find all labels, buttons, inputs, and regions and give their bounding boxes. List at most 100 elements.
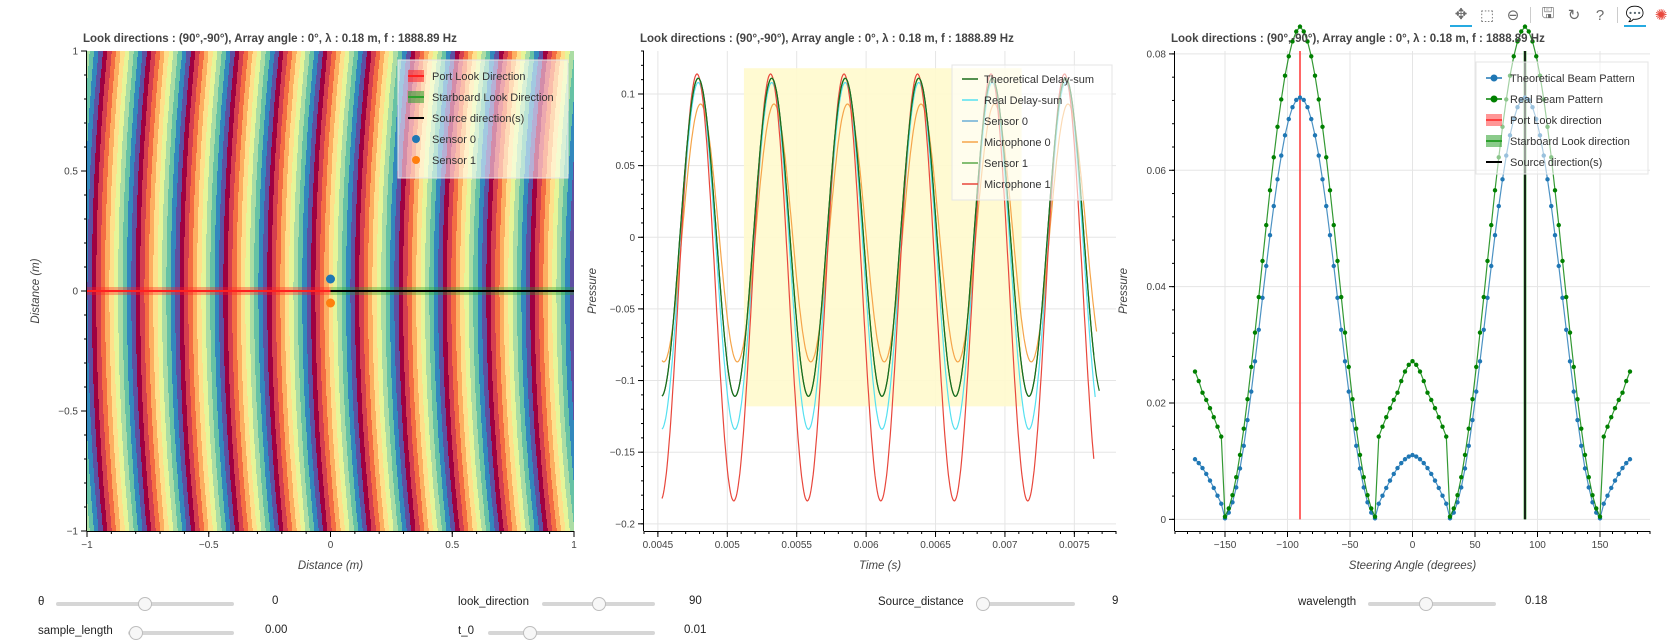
heatmap-cell [121,165,126,168]
heatmap-cell [337,147,342,150]
heatmap-cell [290,135,294,138]
heatmap-cell [191,165,196,168]
heatmap-cell [314,180,318,183]
heatmap-cell [122,156,126,159]
heatmap-cell [251,129,255,132]
heatmap-cell [162,138,167,141]
heatmap-cell [215,132,220,135]
heatmap-cell [153,87,157,90]
heatmap-cell [305,183,309,186]
heatmap-cell [200,174,204,177]
heatmap-cell [197,141,201,144]
heatmap-cell [352,69,356,72]
heatmap-cell [354,99,358,102]
heatmap-cell [149,144,153,147]
heatmap-cell [87,144,92,147]
heatmap-cell [283,183,287,186]
heatmap-cell [375,105,380,108]
heatmap-cell [188,138,193,141]
heatmap-cell [178,171,182,174]
heatmap-cell [196,96,200,99]
heatmap-cell [221,183,226,186]
heatmap-cell [222,162,227,165]
heatmap-cell [315,87,320,90]
heatmap-cell [107,114,111,117]
heatmap-cell [147,168,152,171]
heatmap-cell [567,129,571,132]
heatmap-cell [110,129,114,132]
heatmap-cell [108,171,112,174]
heatmap-cell [316,81,320,84]
heatmap-cell [288,96,293,99]
heatmap-cell [149,81,153,84]
heatmap-cell [207,72,211,75]
heatmap-cell [186,54,191,57]
heatmap-cell [131,150,135,153]
heatmap-cell [213,96,218,99]
heatmap-cell [148,150,153,153]
heatmap-cell [218,90,223,93]
heatmap-cell [209,171,213,174]
heatmap-cell [311,87,315,90]
heatmap-cell [258,150,262,153]
heatmap-cell [392,183,397,186]
heatmap-cell [235,180,239,183]
heatmap-cell [185,126,189,129]
heatmap-cell [297,153,302,156]
heatmap-cell [285,75,290,78]
heatmap-cell [165,162,170,165]
heatmap-cell [129,105,134,108]
heatmap-cell [292,57,296,60]
heatmap-cell [276,84,280,87]
heatmap-cell [330,66,335,69]
heatmap-cell [239,177,243,180]
heatmap-cell [206,78,210,81]
heatmap-cell [543,54,547,57]
heatmap-cell [326,120,330,123]
heatmap-cell [150,117,155,120]
heatmap-cell [293,153,297,156]
heatmap-cell [388,174,393,177]
heatmap-cell [388,66,392,69]
heatmap-cell [233,132,237,135]
heatmap-cell [119,69,123,72]
heatmap-cell [359,153,363,156]
heatmap-cell [367,171,371,174]
heatmap-cell [388,60,393,63]
heatmap-cell [116,111,120,114]
heatmap-cell [187,162,192,165]
heatmap-cell [177,54,182,57]
heatmap-cell [301,174,305,177]
heatmap-cell [130,99,134,102]
heatmap-cell [406,54,411,57]
heatmap-cell [143,99,147,102]
heatmap-cell [376,165,380,168]
heatmap-cell [257,51,261,54]
heatmap-cell [307,144,311,147]
heatmap-cell [289,138,294,141]
heatmap-cell [317,69,321,72]
heatmap-cell [210,138,215,141]
heatmap-cell [114,138,118,141]
heatmap-cell [287,108,292,111]
heatmap-cell [294,138,298,141]
heatmap-cell [389,102,393,105]
heatmap-cell [87,51,90,54]
heatmap-cell [512,54,517,57]
heatmap-cell [160,102,165,105]
heatmap-cell [393,165,398,168]
heatmap-cell [359,93,363,96]
heatmap-cell [253,90,258,93]
heatmap-cell [283,180,287,183]
heatmap-cell [87,114,89,117]
heatmap-cell [158,138,162,141]
heatmap-cell [285,84,289,87]
heatmap-cell [381,147,386,150]
heatmap-cell [183,165,187,168]
heatmap-cell [144,153,148,156]
heatmap-cell [92,144,96,147]
heatmap-cell [191,168,196,171]
heatmap-cell [178,180,182,183]
heatmap-cell [228,144,232,147]
heatmap-cell [335,117,339,120]
